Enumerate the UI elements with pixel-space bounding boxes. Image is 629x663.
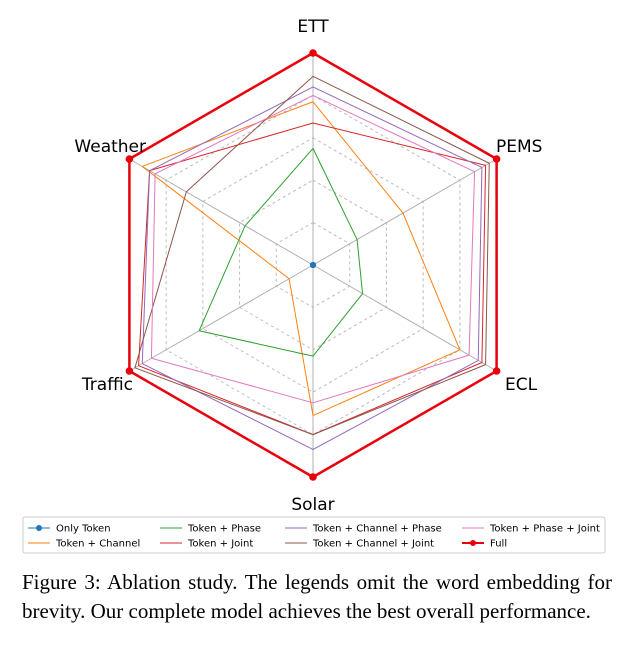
series-full-point-solar (309, 473, 317, 481)
series-full-point-ecl (492, 367, 501, 375)
axis-label-solar: Solar (291, 495, 334, 515)
axis-labels: ETT PEMS ECL Solar Traffic Weather (74, 17, 542, 515)
axis-label-traffic: Traffic (81, 375, 133, 395)
spoke-weather (129, 158, 314, 266)
axis-label-ett: ETT (297, 17, 329, 37)
series-full-point-ett (309, 49, 317, 57)
figure-caption: Figure 3: Ablation study. The legends om… (22, 570, 612, 623)
axis-label-weather: Weather (74, 137, 146, 157)
legend-frame (22, 516, 606, 554)
legend-label-token-phase: Token + Phase (187, 524, 261, 535)
series-token-channel-joint (134, 75, 490, 436)
legend-label-token-joint: Token + Joint (187, 539, 253, 550)
legend-label-token-channel-joint: Token + Channel + Joint (312, 539, 434, 550)
axis-label-pems: PEMS (496, 137, 542, 157)
legend-label-token-channel-phase: Token + Channel + Phase (312, 524, 442, 535)
legend: Only Token Token + Channel Token + Phase To… (22, 516, 606, 554)
axis-label-ecl: ECL (505, 375, 538, 395)
series-token-channel-phase (141, 86, 483, 450)
series-token-channel (141, 101, 461, 417)
series-only-token-point-weather (310, 262, 316, 268)
spoke-traffic (129, 264, 314, 372)
series-full-point-pems (492, 155, 501, 163)
legend-label-token-phase-joint: Token + Phase + Joint (489, 524, 600, 535)
legend-marker-full (470, 540, 476, 546)
series-full-point-traffic (125, 367, 134, 375)
legend-label-token-channel: Token + Channel (55, 539, 140, 550)
spoke-pems (312, 158, 497, 266)
series-full-point-weather (125, 155, 134, 163)
radar-chart: ETT PEMS ECL Solar Traffic Weather Only Token… (22, 17, 606, 554)
legend-label-only-token: Only Token (56, 524, 111, 535)
series-token-phase (198, 147, 364, 357)
legend-label-full: Full (490, 539, 507, 550)
spoke-ecl (312, 264, 497, 372)
legend-marker-only-token (36, 525, 42, 531)
series-token-phase-joint (150, 94, 476, 404)
radar-series (125, 49, 501, 481)
